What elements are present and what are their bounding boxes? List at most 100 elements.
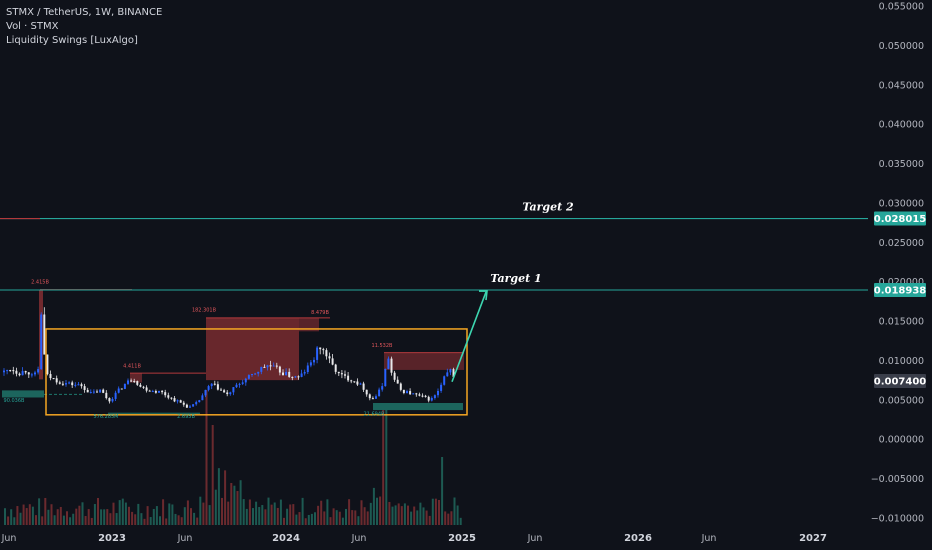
range-box[interactable] [45, 328, 468, 416]
volume-bar [270, 504, 273, 525]
price-tick-label: 0.020000 [879, 277, 924, 288]
candle-body [89, 391, 92, 393]
target-1-price-tag[interactable] [874, 283, 926, 298]
price-tick-label: 0.045000 [879, 80, 924, 91]
price-tick-label: 0.040000 [879, 120, 924, 131]
candle-body [12, 370, 15, 372]
volume-bar [84, 516, 87, 525]
volume-bar [69, 517, 72, 525]
candle-body [136, 381, 139, 385]
time-tick-label: Jun [1, 533, 17, 544]
volume-bar [428, 515, 431, 525]
volume-indicator-label[interactable]: Vol · STMX [6, 21, 59, 32]
candle-body [58, 382, 61, 384]
volume-bar [109, 513, 112, 525]
candle-body [123, 383, 126, 389]
price-tick-label: 0.015000 [879, 317, 924, 328]
candle-body [92, 391, 95, 393]
price-tick-label: 0.005000 [879, 395, 924, 406]
volume-bar [16, 506, 19, 525]
candle-body [313, 359, 315, 363]
volume-bar [357, 516, 360, 525]
volume-bar [205, 390, 208, 525]
candle-body [201, 395, 204, 401]
volume-bar [382, 410, 385, 525]
volume-bar [255, 501, 258, 525]
volume-bar [97, 497, 99, 525]
price-tick-label: 0.050000 [879, 41, 924, 52]
candle-body [387, 358, 390, 369]
candle-body [316, 347, 319, 360]
candle-body [185, 404, 188, 408]
volume-bar [149, 517, 152, 525]
candle-body [257, 371, 260, 374]
volume-bar [4, 508, 6, 525]
volume-bar [199, 496, 202, 525]
volume-bar [391, 506, 394, 525]
volume-bar [62, 515, 65, 525]
candle-body [158, 390, 160, 393]
current-price-tag[interactable] [874, 373, 926, 388]
candle-body [55, 378, 58, 383]
candle-body [381, 386, 384, 390]
volume-bar [363, 507, 366, 525]
swing-volume-label: 576.285M [94, 414, 119, 420]
volume-bar [425, 510, 428, 525]
volume-bar [345, 508, 347, 525]
candle-body [99, 389, 102, 393]
volume-bar [121, 498, 124, 525]
volume-bar [124, 502, 127, 525]
time-tick-label: 2025 [448, 533, 476, 544]
candle-body [105, 392, 108, 399]
volume-bar [233, 485, 236, 525]
candle-body [244, 378, 247, 383]
liquidity-indicator-label[interactable]: Liquidity Swings [LuxAlgo] [6, 35, 138, 46]
volume-bar [310, 513, 313, 525]
volume-bar [416, 510, 419, 525]
volume-bar [369, 502, 372, 525]
candle-body [452, 369, 455, 377]
volume-bar [7, 516, 10, 525]
volume-bar [261, 505, 264, 525]
candle-body [275, 365, 278, 367]
candle-body [378, 389, 381, 397]
candle-body [235, 384, 238, 388]
volume-bar [298, 512, 301, 525]
volume-bar [211, 425, 214, 525]
volume-bar [224, 470, 227, 525]
volume-bar [168, 503, 171, 525]
volume-bar [317, 505, 320, 525]
candle-body [27, 372, 30, 375]
candle-body [266, 365, 269, 368]
volume-bar [348, 499, 351, 525]
volume-bar [372, 487, 375, 525]
swing-volume-label: 21.694B [364, 412, 385, 418]
volume-bar [230, 482, 233, 525]
candle-body [182, 402, 185, 405]
volume-bar [413, 506, 416, 525]
candle-body [297, 376, 300, 378]
candle-body [24, 371, 27, 373]
volume-bar [146, 506, 149, 525]
target-2-label: Target 2 [522, 201, 574, 214]
time-tick-label: Jun [701, 533, 717, 544]
candle-body [18, 373, 21, 376]
liquidity-zone-high [206, 317, 299, 381]
candle-body [164, 392, 167, 396]
candle-body [319, 347, 322, 350]
candle-body [21, 371, 24, 376]
candle-body [303, 372, 306, 374]
candle-body [61, 383, 64, 385]
candle-body [325, 350, 328, 357]
candle-body [356, 381, 359, 385]
price-tick-label: −0.005000 [871, 474, 924, 485]
target-2-price-tag[interactable] [874, 211, 926, 226]
candle-body [213, 383, 216, 385]
volume-bar [410, 511, 413, 525]
candle-body [120, 388, 123, 390]
volume-bar [239, 480, 242, 525]
time-tick-label: 2026 [624, 533, 652, 544]
symbol-title[interactable]: STMX / TetherUS, 1W, BINANCE [6, 7, 163, 18]
